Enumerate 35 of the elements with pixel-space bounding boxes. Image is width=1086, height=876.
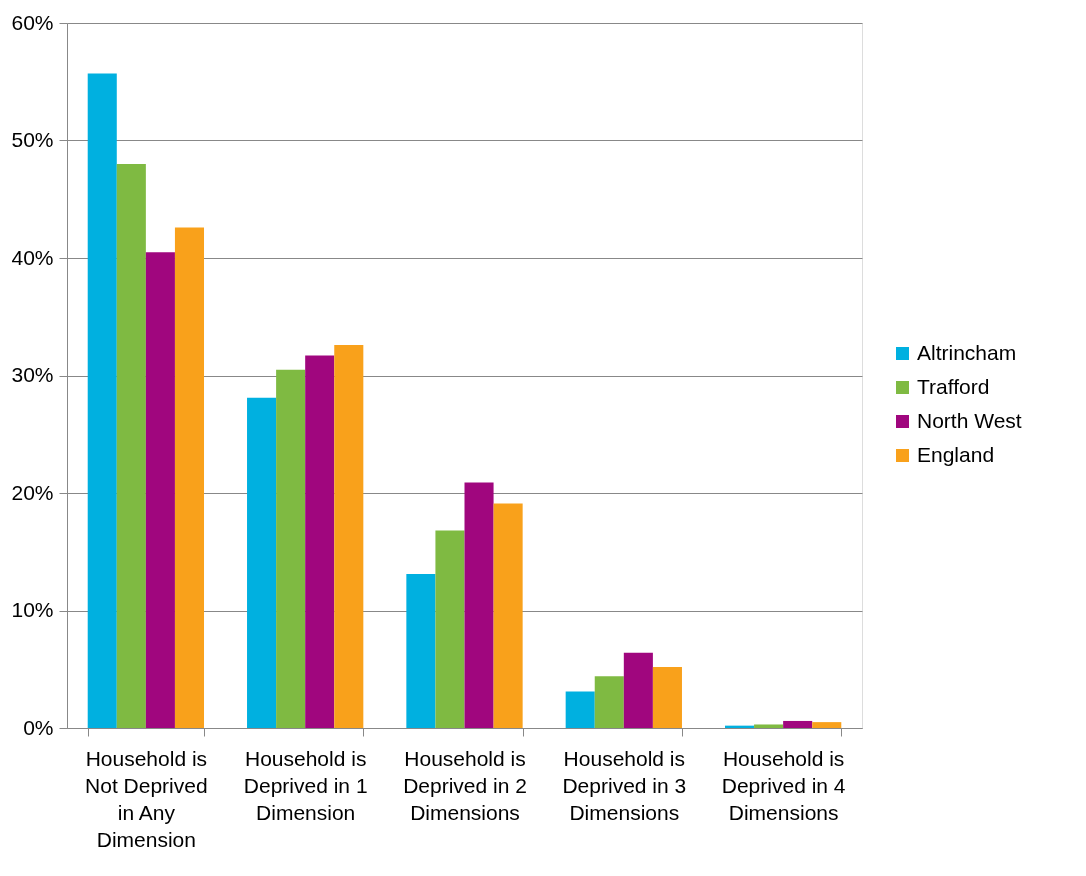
bar [493, 503, 523, 728]
x-tick-label: Household is Deprived in 1 Dimension [243, 746, 368, 824]
bar [464, 482, 494, 728]
legend-label: Trafford [917, 374, 990, 398]
bar [145, 252, 175, 728]
bar [812, 722, 842, 728]
bar [406, 574, 436, 728]
bar [334, 344, 364, 728]
y-tick-label: 30% [11, 363, 54, 386]
bar [594, 676, 624, 728]
bar [783, 720, 813, 728]
legend-label: North West [917, 408, 1022, 432]
y-tick-label: 0% [23, 715, 54, 739]
bar [305, 355, 335, 728]
x-tick-label: Household is Deprived in 2 Dimensions [403, 746, 527, 824]
legend-label: England [917, 442, 995, 466]
bar [276, 369, 306, 728]
bar [247, 397, 277, 728]
y-tick-label: 20% [11, 480, 54, 504]
x-tick-label: Household is Deprived in 4 Dimensions [721, 746, 846, 824]
bar [565, 691, 595, 728]
x-tick-label: Household is Not Deprived in Any Dimension [85, 746, 208, 851]
bar [652, 666, 682, 728]
bar [87, 73, 117, 728]
y-tick-label: 60% [11, 10, 54, 34]
x-tick-label: Household is Deprived in 3 Dimensions [562, 746, 687, 824]
legend-label: Altrincham [917, 340, 1017, 364]
y-tick-label: 50% [11, 128, 54, 151]
bar [623, 652, 653, 728]
bar [116, 164, 146, 728]
bar [435, 530, 465, 728]
y-tick-label: 40% [11, 245, 54, 269]
y-tick-label: 10% [11, 598, 54, 621]
bar [754, 724, 784, 728]
bar [174, 227, 205, 728]
